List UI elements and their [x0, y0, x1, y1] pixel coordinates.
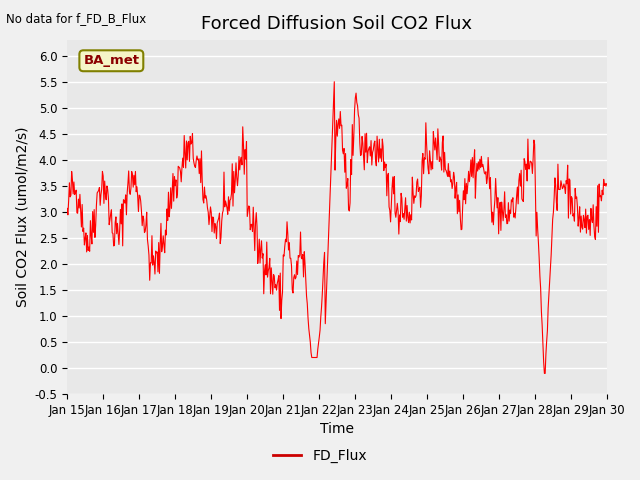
Legend: FD_Flux: FD_Flux [268, 443, 372, 468]
Text: BA_met: BA_met [83, 54, 140, 67]
X-axis label: Time: Time [320, 422, 354, 436]
Y-axis label: Soil CO2 Flux (umol/m2/s): Soil CO2 Flux (umol/m2/s) [15, 127, 29, 307]
Text: No data for f_FD_B_Flux: No data for f_FD_B_Flux [6, 12, 147, 25]
Title: Forced Diffusion Soil CO2 Flux: Forced Diffusion Soil CO2 Flux [202, 15, 472, 33]
